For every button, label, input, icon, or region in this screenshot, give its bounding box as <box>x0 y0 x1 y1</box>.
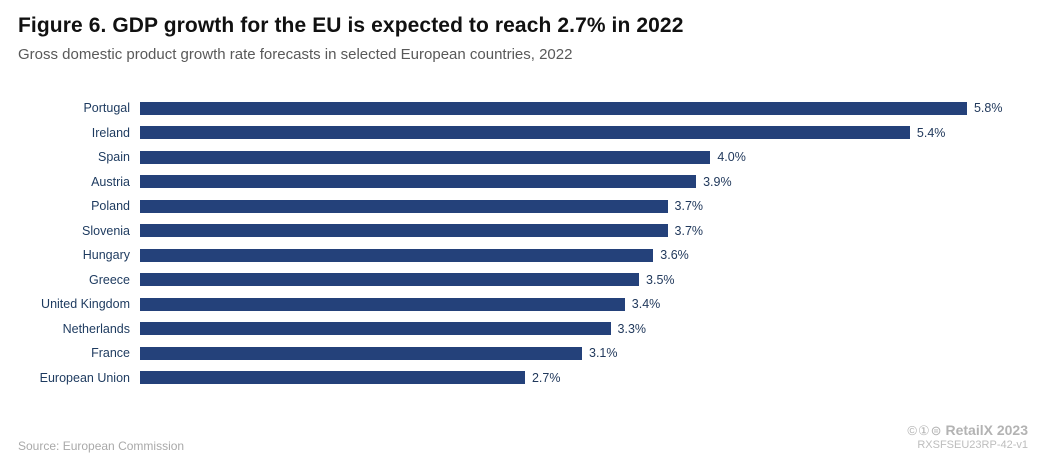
value-label: 4.0% <box>717 150 746 165</box>
bar-row: United Kingdom 3.4% <box>18 292 1024 317</box>
reference-code: RXSFSEU23RP-42-v1 <box>917 439 1028 452</box>
bar-chart: Portugal 5.8% Ireland 5.4% Spain 4.0% Austria 3… <box>18 96 1024 390</box>
bar-row: France 3.1% <box>18 341 1024 366</box>
bar-area: 2.7% <box>140 370 1024 385</box>
bar <box>140 248 654 262</box>
brand-name: RetailX 2023 <box>945 421 1029 438</box>
category-label: Portugal <box>83 101 130 116</box>
bar <box>140 150 711 164</box>
chart-subtitle: Gross domestic product growth rate forec… <box>18 46 573 63</box>
category-label: Hungary <box>82 248 130 263</box>
value-label: 5.8% <box>973 101 1003 116</box>
category-label: Poland <box>91 199 130 214</box>
category-label: Spain <box>98 150 130 165</box>
bar <box>140 199 668 213</box>
value-label: 3.1% <box>589 346 618 361</box>
category-label: France <box>91 346 130 361</box>
bar-area: 3.1% <box>140 346 1024 361</box>
value-label: 2.7% <box>531 370 561 385</box>
source-note: Source: European Commission <box>18 439 185 453</box>
value-label: 3.9% <box>703 174 732 189</box>
chart-footer: Source: European Commission ©①⊜ RetailX 2… <box>18 422 1028 453</box>
bar-area: 5.4% <box>140 125 1024 140</box>
bar-row: Spain 4.0% <box>18 145 1024 170</box>
bar-row: Slovenia 3.7% <box>18 219 1024 244</box>
bar-row: Netherlands 3.3% <box>18 317 1024 342</box>
bar-area: 3.6% <box>140 248 1024 263</box>
bar <box>140 175 697 189</box>
chart-title: Figure 6. GDP growth for the EU is expec… <box>18 14 684 37</box>
bar-area: 5.8% <box>140 101 1024 116</box>
value-label: 5.4% <box>916 125 946 140</box>
bar-row: Ireland 5.4% <box>18 121 1024 146</box>
category-label: United Kingdom <box>41 297 130 312</box>
bar-area: 4.0% <box>140 150 1024 165</box>
category-label: Ireland <box>91 125 130 140</box>
value-label: 3.6% <box>660 248 689 263</box>
bar-area: 3.4% <box>140 297 1024 312</box>
bar-row: Greece 3.5% <box>18 268 1024 293</box>
category-label: Greece <box>89 272 130 287</box>
bar-area: 3.5% <box>140 272 1024 287</box>
bar-area: 3.9% <box>140 174 1024 189</box>
bar <box>140 371 525 385</box>
value-label: 3.7% <box>674 223 704 238</box>
value-label: 3.7% <box>674 199 704 214</box>
bar-area: 3.7% <box>140 199 1024 214</box>
category-label: Slovenia <box>82 223 130 238</box>
bar-area: 3.7% <box>140 223 1024 238</box>
bar-row: Hungary 3.6% <box>18 243 1024 268</box>
bar <box>140 126 910 140</box>
category-label: Netherlands <box>62 321 130 336</box>
bar-row: European Union 2.7% <box>18 366 1024 391</box>
category-label: Austria <box>91 174 130 189</box>
bar <box>140 224 668 238</box>
footer-branding: ©①⊜ RetailX 2023 RXSFSEU23RP-42-v1 <box>907 422 1028 453</box>
bar <box>140 273 640 287</box>
brand-line: ©①⊜ RetailX 2023 <box>907 422 1028 440</box>
bar-row: Poland 3.7% <box>18 194 1024 219</box>
bar <box>140 101 967 115</box>
bar-area: 3.3% <box>140 321 1024 336</box>
cc-license-icons: ©①⊜ <box>907 422 943 438</box>
bar <box>140 322 611 336</box>
value-label: 3.5% <box>646 272 675 287</box>
value-label: 3.3% <box>617 321 647 336</box>
category-label: European Union <box>39 370 130 385</box>
value-label: 3.4% <box>631 297 661 312</box>
bar <box>140 297 625 311</box>
bar <box>140 346 582 360</box>
bar-row: Austria 3.9% <box>18 170 1024 195</box>
bar-row: Portugal 5.8% <box>18 96 1024 121</box>
